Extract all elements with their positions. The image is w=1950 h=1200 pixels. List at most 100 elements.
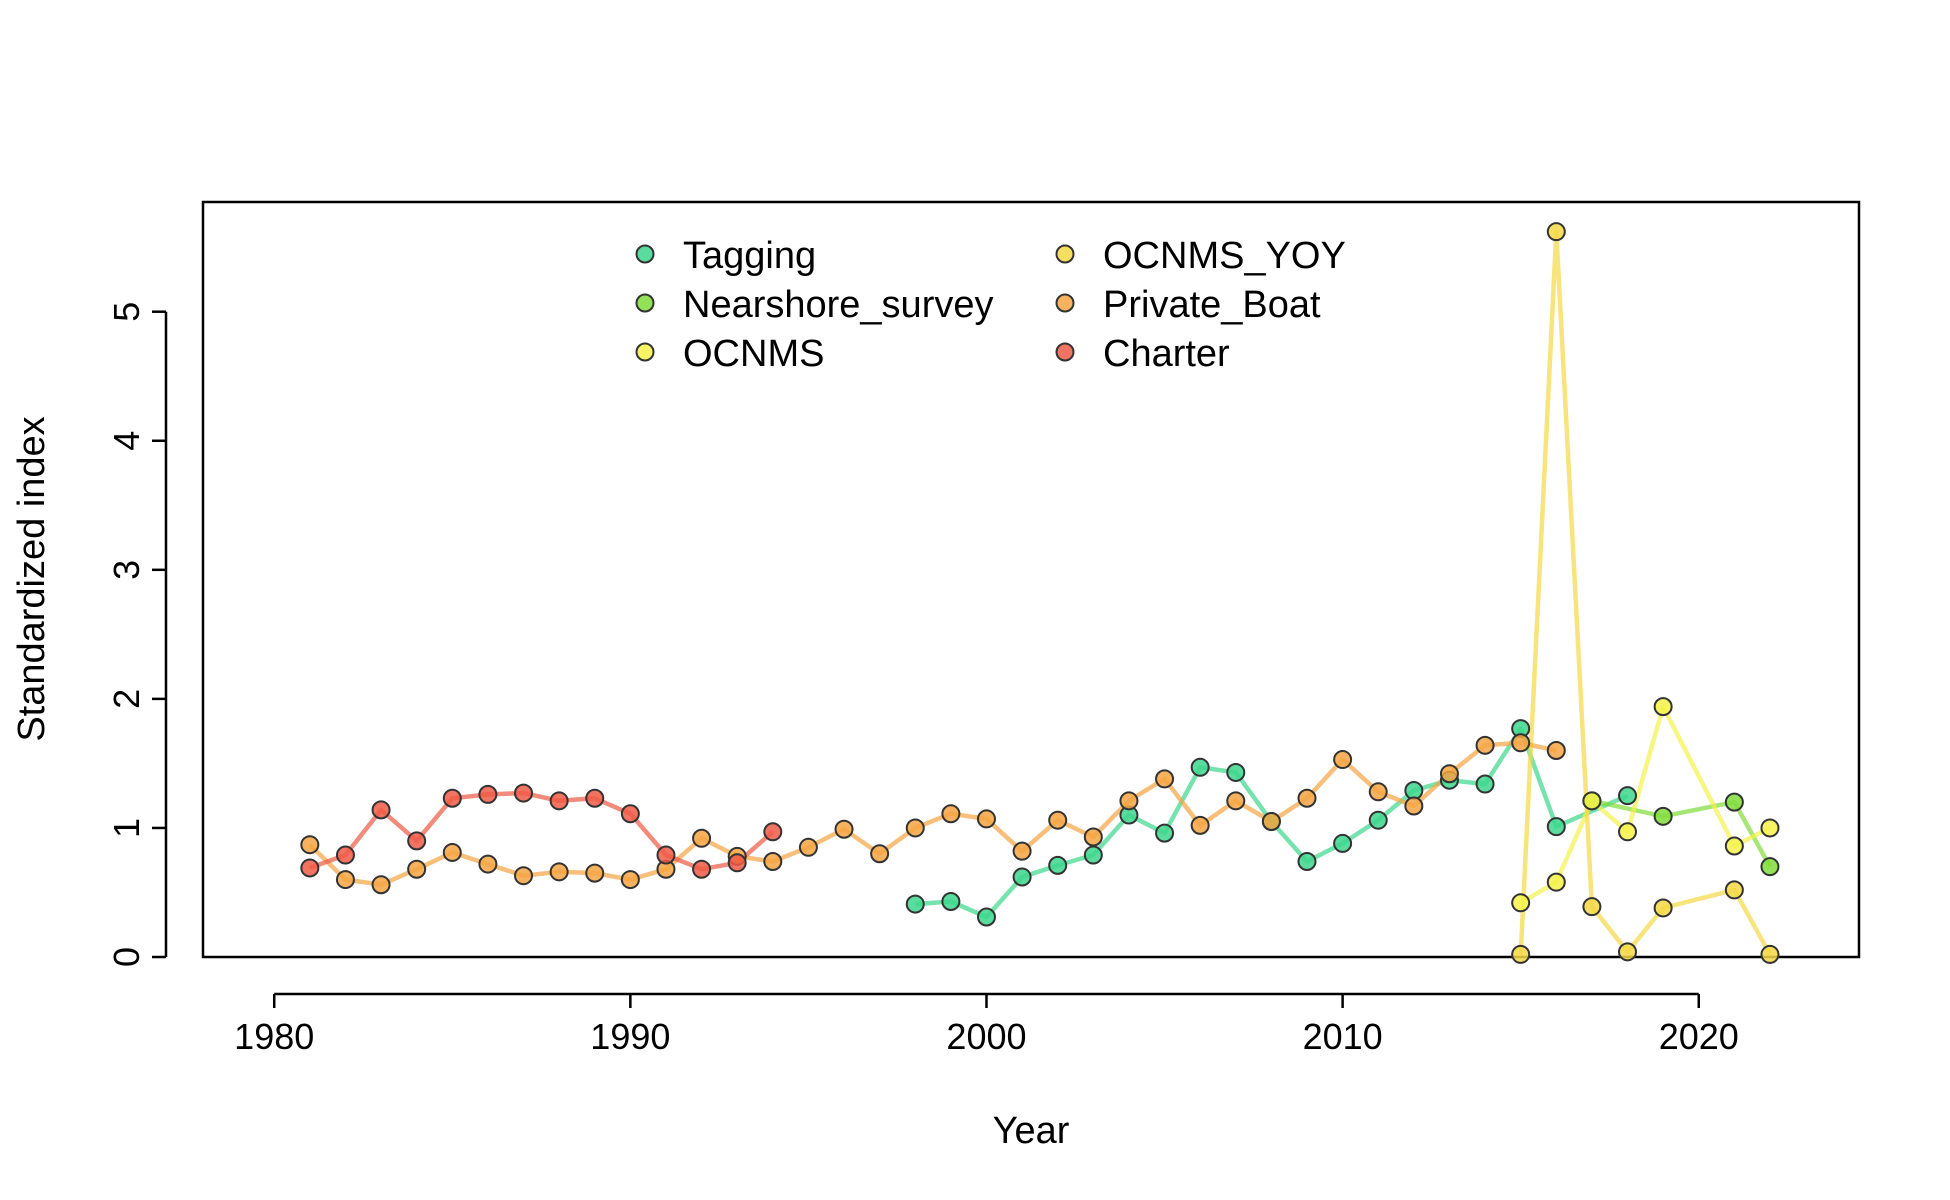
- point-tagging-1999: [941, 892, 961, 912]
- point-ocnms-2017: [1582, 791, 1602, 811]
- point-tagging-2006: [1190, 757, 1210, 777]
- point-tagging-2007: [1226, 762, 1246, 782]
- point-charter-1984: [407, 831, 427, 851]
- point-tagging-2016: [1546, 817, 1566, 837]
- point-private-boat-2005: [1155, 769, 1175, 789]
- point-private-boat-2006: [1190, 815, 1210, 835]
- point-private-boat-1986: [478, 854, 498, 874]
- y-tick-label-1: 1: [106, 818, 147, 838]
- plot-frame: [201, 200, 1861, 959]
- point-charter-1982: [335, 845, 355, 865]
- x-tick-label-2020: 2020: [1659, 1016, 1739, 1057]
- point-ocnms-2016: [1546, 872, 1566, 892]
- point-charter-1986: [478, 784, 498, 804]
- point-tagging-2009: [1297, 851, 1317, 871]
- point-nearshore-survey-2019: [1653, 806, 1673, 826]
- point-tagging-2012: [1404, 781, 1424, 801]
- point-ocnms-yoy-2016: [1546, 222, 1566, 242]
- point-private-boat-1988: [549, 862, 569, 882]
- y-tick-label-4: 4: [106, 431, 147, 451]
- x-axis-title: Year: [993, 1110, 1070, 1152]
- legend-marker-tagging: [635, 244, 655, 264]
- point-private-boat-1995: [798, 837, 818, 857]
- point-ocnms-yoy-2017: [1582, 897, 1602, 917]
- legend-label-charter: Charter: [1103, 333, 1230, 375]
- point-ocnms-yoy-2015: [1511, 944, 1531, 964]
- point-tagging-2002: [1048, 855, 1068, 875]
- x-axis: 1980 1990 2000 2010 2020: [234, 992, 1739, 1057]
- point-ocnms-yoy-2021: [1724, 880, 1744, 900]
- point-private-boat-2003: [1083, 827, 1103, 847]
- point-charter-1987: [514, 783, 534, 803]
- point-private-boat-1996: [834, 819, 854, 839]
- point-charter-1993: [727, 853, 747, 873]
- point-private-boat-2000: [976, 809, 996, 829]
- point-ocnms-2022: [1760, 818, 1780, 838]
- point-private-boat-1981: [300, 835, 320, 855]
- point-tagging-2014: [1475, 774, 1495, 794]
- point-private-boat-1998: [905, 818, 925, 838]
- point-private-boat-1983: [371, 875, 391, 895]
- point-nearshore-survey-2021: [1724, 792, 1744, 812]
- point-charter-1983: [371, 800, 391, 820]
- legend-label-private-boat: Private_Boat: [1103, 284, 1321, 326]
- point-private-boat-1999: [941, 804, 961, 824]
- legend-marker-private-boat: [1055, 293, 1075, 313]
- point-private-boat-1989: [585, 863, 605, 883]
- point-tagging-2011: [1368, 810, 1388, 830]
- point-charter-1992: [692, 859, 712, 879]
- point-nearshore-survey-2022: [1760, 857, 1780, 877]
- y-axis-title: Standardized index: [11, 416, 53, 741]
- point-private-boat-2011: [1368, 782, 1388, 802]
- point-ocnms-yoy-2019: [1653, 898, 1673, 918]
- y-tick-label-2: 2: [106, 689, 147, 709]
- point-private-boat-1994: [763, 851, 783, 871]
- point-tagging-2003: [1083, 845, 1103, 865]
- point-tagging-2010: [1333, 833, 1353, 853]
- point-charter-1988: [549, 791, 569, 811]
- point-charter-1994: [763, 822, 783, 842]
- y-tick-label-0: 0: [106, 947, 147, 967]
- point-private-boat-2001: [1012, 841, 1032, 861]
- legend-marker-ocnms: [635, 342, 655, 362]
- point-charter-1981: [300, 858, 320, 878]
- legend-label-ocnms-yoy: OCNMS_YOY: [1103, 235, 1346, 277]
- series-points: [300, 222, 1780, 964]
- point-private-boat-2012: [1404, 796, 1424, 816]
- point-private-boat-1990: [620, 870, 640, 890]
- series-line-nearshore-survey: [1591, 798, 1772, 868]
- point-private-boat-2008: [1261, 811, 1281, 831]
- point-private-boat-1985: [442, 842, 462, 862]
- point-tagging-2001: [1012, 867, 1032, 887]
- x-tick-label-2010: 2010: [1303, 1016, 1383, 1057]
- point-private-boat-1997: [870, 844, 890, 864]
- point-private-boat-2016: [1546, 741, 1566, 761]
- series-lines: [308, 229, 1772, 956]
- legend-label-tagging: Tagging: [683, 235, 816, 277]
- point-ocnms-yoy-2018: [1618, 942, 1638, 962]
- point-private-boat-2014: [1475, 735, 1495, 755]
- point-private-boat-2010: [1333, 750, 1353, 770]
- x-tick-label-1980: 1980: [234, 1016, 314, 1057]
- point-private-boat-2002: [1048, 810, 1068, 830]
- point-ocnms-yoy-2022: [1760, 944, 1780, 964]
- point-charter-1991: [656, 845, 676, 865]
- legend-marker-charter: [1055, 342, 1075, 362]
- point-private-boat-1982: [335, 870, 355, 890]
- point-private-boat-1987: [514, 866, 534, 886]
- point-tagging-2018: [1618, 786, 1638, 806]
- legend-marker-ocnms-yoy: [1055, 244, 1075, 264]
- legend-label-ocnms: OCNMS: [683, 333, 824, 375]
- point-ocnms-2019: [1653, 697, 1673, 717]
- point-ocnms-2015: [1511, 893, 1531, 913]
- point-charter-1989: [585, 788, 605, 808]
- point-private-boat-2007: [1226, 791, 1246, 811]
- point-private-boat-2015: [1511, 733, 1531, 753]
- point-ocnms-2018: [1618, 822, 1638, 842]
- legend-marker-nearshore-survey: [635, 293, 655, 313]
- point-charter-1985: [442, 788, 462, 808]
- point-private-boat-2013: [1439, 764, 1459, 784]
- point-charter-1990: [620, 804, 640, 824]
- legend-label-nearshore-survey: Nearshore_survey: [683, 284, 993, 326]
